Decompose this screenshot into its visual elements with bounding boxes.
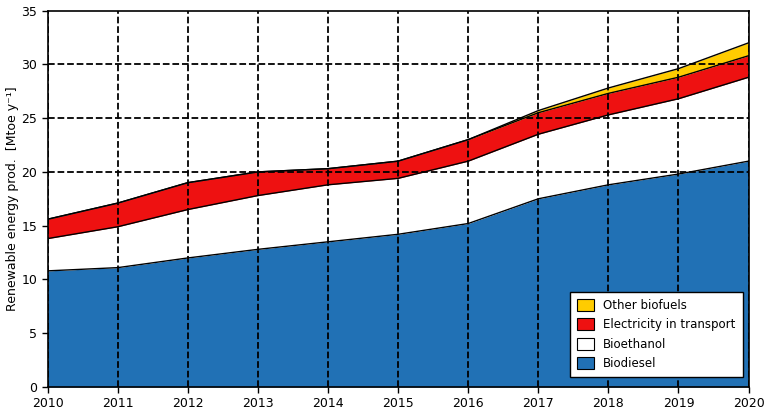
Y-axis label: Renewable energy prod.  [Mtoe y⁻¹]: Renewable energy prod. [Mtoe y⁻¹]	[5, 87, 18, 311]
Legend: Other biofuels, Electricity in transport, Bioethanol, Biodiesel: Other biofuels, Electricity in transport…	[570, 292, 743, 377]
